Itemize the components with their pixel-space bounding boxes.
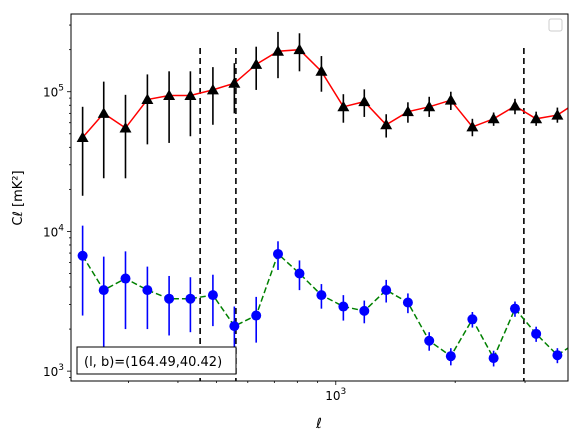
data-point: [573, 95, 580, 106]
data-point: [315, 65, 328, 76]
data-point: [424, 335, 435, 346]
vertical-lines: [199, 48, 525, 381]
legend-box: [548, 18, 563, 32]
data-point: [401, 105, 414, 117]
y-tick-label: 104: [43, 223, 64, 239]
data-point: [467, 314, 478, 325]
data-point: [294, 268, 305, 279]
data-point: [251, 310, 262, 321]
annotation-frame: [76, 346, 237, 375]
annotation-text: (l, b)=(164.49,40.42): [84, 355, 222, 370]
data-point: [337, 100, 350, 112]
data-point: [272, 248, 283, 259]
data-point: [76, 131, 89, 143]
data-point: [487, 112, 500, 124]
x-axis-label: ℓ: [315, 416, 322, 432]
data-point: [163, 89, 176, 100]
data-point: [531, 328, 542, 339]
data-point: [142, 285, 153, 296]
data-point: [184, 89, 197, 100]
legend: [548, 18, 563, 32]
data-point: [423, 100, 436, 112]
data-point: [207, 290, 218, 301]
data-point: [509, 303, 520, 314]
data-point: [381, 285, 392, 296]
annotation-box: (l, b)=(164.49,40.42): [76, 346, 237, 375]
data-point: [574, 336, 580, 346]
data-point: [206, 83, 219, 95]
series-1: [77, 225, 580, 372]
data-point: [97, 107, 110, 118]
y-axis-label: Cℓ [mK²]: [11, 170, 26, 225]
data-point: [402, 297, 413, 308]
series-0: [76, 31, 580, 196]
data-point: [530, 112, 543, 124]
data-point: [508, 100, 521, 111]
data-point: [228, 77, 241, 88]
data-point: [466, 120, 479, 132]
data-point: [185, 293, 196, 304]
data-point: [551, 109, 564, 120]
plot-frame: [70, 13, 569, 382]
data-point: [552, 350, 563, 361]
data-point: [77, 250, 88, 261]
data-point: [229, 321, 240, 332]
data-point: [271, 45, 284, 56]
data-point: [141, 93, 154, 104]
data-point: [164, 293, 175, 304]
data-point: [316, 290, 327, 301]
data-point: [380, 118, 393, 130]
data-point: [98, 285, 109, 296]
data-point: [250, 58, 263, 69]
data-point: [293, 43, 306, 55]
y-tick-label: 103: [43, 363, 64, 379]
y-tick-label: 105: [43, 84, 64, 100]
data-point: [444, 94, 457, 105]
data-point: [119, 121, 132, 133]
data-point: [120, 273, 131, 284]
x-tick-label: 103: [325, 387, 346, 403]
data-point: [358, 95, 371, 107]
data-point: [359, 305, 370, 316]
data-point: [338, 301, 349, 312]
series-layer: [76, 31, 580, 372]
data-point: [445, 351, 456, 362]
data-point: [488, 353, 499, 364]
